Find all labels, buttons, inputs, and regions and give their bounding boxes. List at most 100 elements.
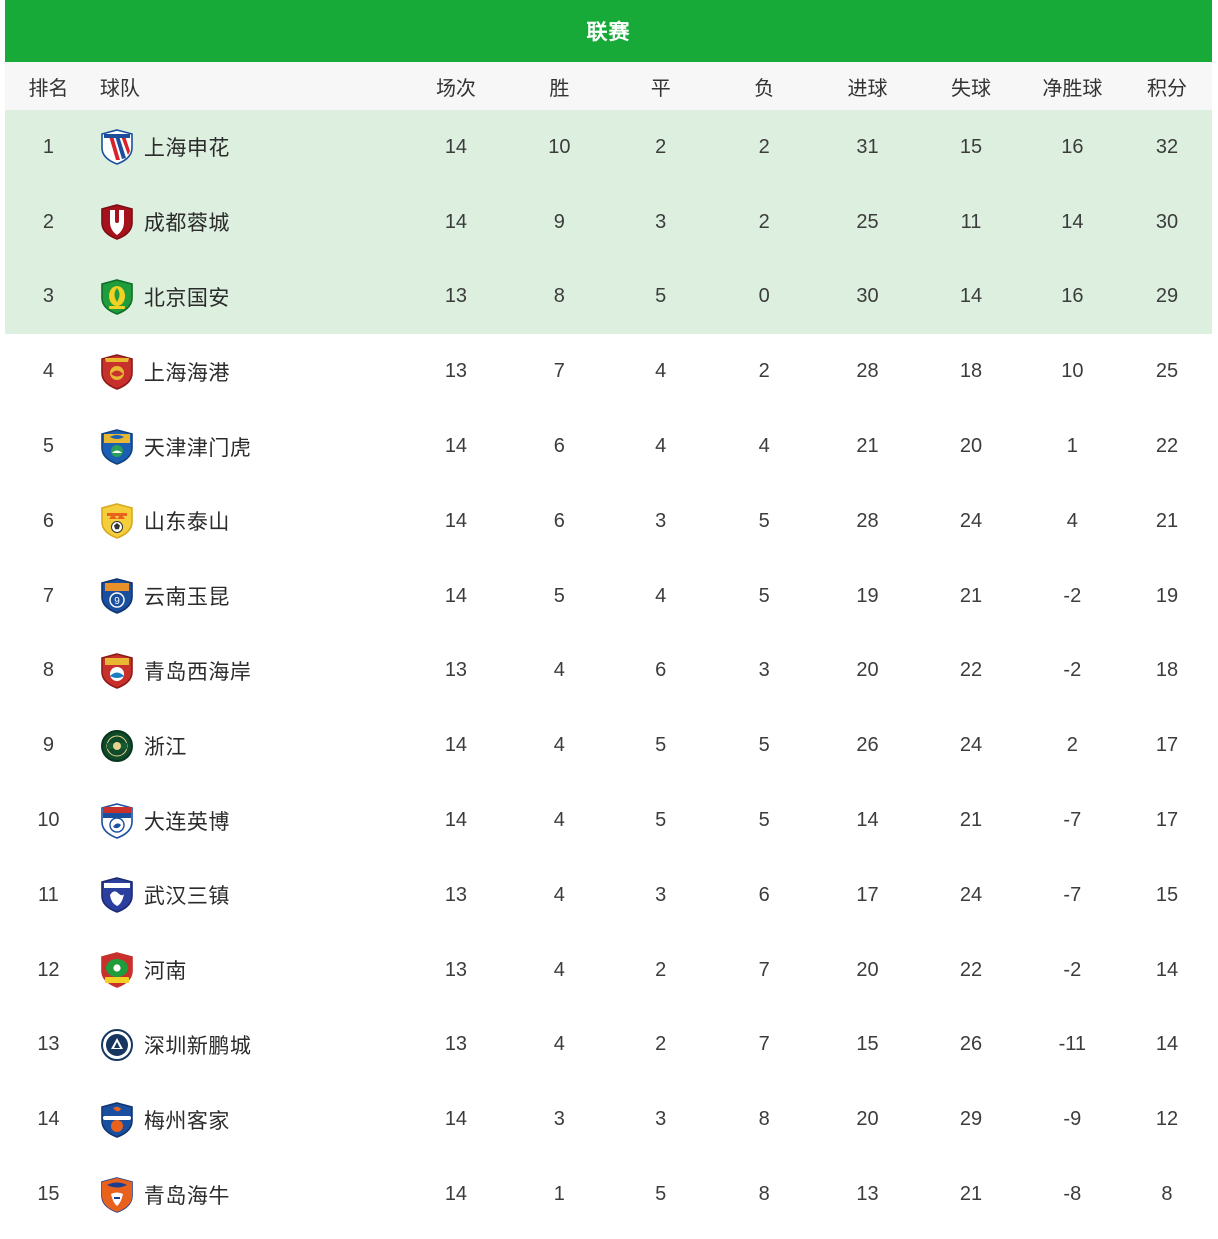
won-value: 7 [553, 360, 565, 383]
team-wrapper: 上海申花 [100, 129, 402, 166]
team-wrapper: 成都蓉城 [100, 204, 402, 241]
rank-value: 9 [42, 734, 54, 757]
drawn-value: 4 [655, 435, 667, 458]
shanghai-port-crest [100, 353, 134, 390]
goal-diff-value: -2 [1063, 659, 1082, 682]
column-header-played[interactable]: 场次 [435, 77, 476, 100]
goals-for-value: 17 [856, 883, 879, 906]
team-cell[interactable]: 武汉三镇 [92, 858, 402, 933]
goals-against-value: 11 [960, 210, 982, 233]
lost-value: 3 [758, 659, 770, 682]
won-value: 4 [553, 809, 565, 832]
shenzhen-peng-city-crest [100, 1027, 134, 1063]
team-cell[interactable]: 上海申花 [92, 110, 402, 185]
beijing-guoan-crest [100, 279, 134, 315]
team-cell[interactable]: 青岛海牛 [92, 1157, 402, 1232]
rank-value: 14 [37, 1108, 60, 1131]
rank-value: 13 [37, 1033, 60, 1056]
won-value: 6 [553, 509, 565, 532]
team-name: 成都蓉城 [143, 212, 230, 236]
column-header-rank[interactable]: 排名 [28, 77, 69, 100]
column-header-team[interactable]: 球队 [99, 77, 140, 100]
drawn-value: 4 [655, 360, 667, 383]
table-row[interactable]: 15 青岛海牛 14 1 5 8 13 21 -8 8 [5, 1157, 1212, 1232]
table-row[interactable]: 9 浙江 14 4 5 5 26 24 2 17 [5, 708, 1212, 784]
column-header-goals-for[interactable]: 进球 [847, 77, 888, 100]
won-value: 4 [553, 883, 565, 906]
team-name: 大连英博 [143, 810, 230, 834]
goal-diff-value: 14 [1061, 210, 1084, 233]
drawn-value: 5 [655, 809, 667, 832]
points-value: 14 [1155, 1033, 1179, 1056]
table-row[interactable]: 7 9 云南玉昆 14 5 4 5 19 21 -2 19 [5, 558, 1212, 634]
table-row[interactable]: 4 上海海港 13 7 4 2 28 18 10 25 [5, 334, 1212, 410]
won-value: 8 [553, 285, 565, 308]
lost-value: 5 [758, 809, 770, 832]
team-cell[interactable]: 深圳新鹏城 [92, 1008, 402, 1083]
team-wrapper: 梅州客家 [100, 1101, 402, 1138]
rank-value: 12 [37, 958, 60, 981]
column-header-goal-diff[interactable]: 净胜球 [1042, 77, 1103, 100]
column-header-goals-against[interactable]: 失球 [950, 77, 991, 100]
played-value: 14 [444, 509, 468, 532]
table-row[interactable]: 12 河南 13 4 2 7 20 22 -2 14 [5, 932, 1212, 1008]
team-cell[interactable]: 山东泰山 [92, 484, 402, 559]
team-cell[interactable]: 浙江 [92, 708, 402, 783]
team-name: 云南玉昆 [143, 586, 230, 610]
column-header-won[interactable]: 胜 [549, 77, 570, 100]
team-cell[interactable]: 9 云南玉昆 [92, 559, 402, 634]
team-cell[interactable]: 梅州客家 [92, 1082, 402, 1157]
qingdao-west-coast-crest [100, 653, 134, 689]
goals-against-value: 24 [959, 734, 983, 757]
played-value: 14 [444, 584, 468, 607]
goals-for-value: 21 [856, 435, 879, 458]
table-row[interactable]: 14 梅州客家 14 3 3 8 20 29 -9 12 [5, 1082, 1212, 1158]
won-value: 4 [553, 659, 565, 682]
points-value: 22 [1155, 435, 1179, 458]
team-wrapper: 山东泰山 [100, 503, 402, 540]
played-value: 13 [444, 659, 468, 682]
table-row[interactable]: 2 成都蓉城 14 9 3 2 25 11 14 30 [5, 184, 1212, 260]
played-value: 14 [444, 1108, 468, 1131]
points-value: 17 [1155, 734, 1179, 757]
won-value: 6 [553, 435, 565, 458]
standings-table: 排名 球队 场次 胜 平 负 进球 失球 净胜球 积分 1 上海申花 14 10 2 2 3… [5, 62, 1212, 1232]
team-cell[interactable]: 大连英博 [92, 783, 402, 858]
drawn-value: 3 [655, 1108, 667, 1131]
table-row[interactable]: 3 北京国安 13 8 5 0 30 14 16 29 [5, 259, 1212, 335]
points-value: 25 [1155, 360, 1179, 383]
table-row[interactable]: 8 青岛西海岸 13 4 6 3 20 22 -2 18 [5, 633, 1212, 709]
rank-value: 1 [42, 135, 54, 158]
team-cell[interactable]: 河南 [92, 933, 402, 1008]
lost-value: 8 [758, 1108, 770, 1131]
team-cell[interactable]: 成都蓉城 [92, 185, 402, 260]
table-row[interactable]: 6 山东泰山 14 6 3 5 28 24 4 21 [5, 483, 1212, 559]
lost-value: 6 [758, 883, 770, 906]
goal-diff-value: -2 [1063, 958, 1082, 981]
team-wrapper: 上海海港 [100, 353, 402, 390]
team-name: 青岛海牛 [143, 1184, 230, 1208]
table-row[interactable]: 11 武汉三镇 13 4 3 6 17 24 -7 15 [5, 857, 1212, 933]
column-header-points[interactable]: 积分 [1146, 77, 1187, 100]
goals-for-value: 28 [856, 509, 879, 532]
team-cell[interactable]: 北京国安 [92, 260, 402, 335]
lost-value: 7 [758, 1033, 770, 1056]
column-header-drawn[interactable]: 平 [650, 77, 671, 100]
shanghai-shenhua-crest [100, 129, 134, 166]
points-value: 14 [1155, 958, 1179, 981]
team-cell[interactable]: 天津津门虎 [92, 409, 402, 484]
table-row[interactable]: 13 深圳新鹏城 13 4 2 7 15 26 -11 14 [5, 1007, 1212, 1083]
points-value: 21 [1155, 509, 1179, 532]
table-row[interactable]: 10 大连英博 14 4 5 5 14 21 -7 17 [5, 783, 1212, 858]
goals-against-value: 29 [959, 1108, 983, 1131]
goals-for-value: 20 [856, 1108, 879, 1131]
chengdu-rongcheng-crest [100, 204, 134, 241]
column-header-lost[interactable]: 负 [754, 77, 775, 100]
team-cell[interactable]: 青岛西海岸 [92, 634, 402, 709]
points-value: 8 [1161, 1183, 1173, 1206]
table-row[interactable]: 1 上海申花 14 10 2 2 31 15 16 32 [5, 110, 1212, 185]
table-row[interactable]: 5 天津津门虎 14 6 4 4 21 20 1 22 [5, 409, 1212, 484]
team-cell[interactable]: 上海海港 [92, 334, 402, 409]
zhejiang-crest [100, 728, 134, 764]
table-body: 1 上海申花 14 10 2 2 31 15 16 32 2 成都蓉城 14 9 3 2 25 11 14 30 3 北京… [5, 110, 1212, 1232]
